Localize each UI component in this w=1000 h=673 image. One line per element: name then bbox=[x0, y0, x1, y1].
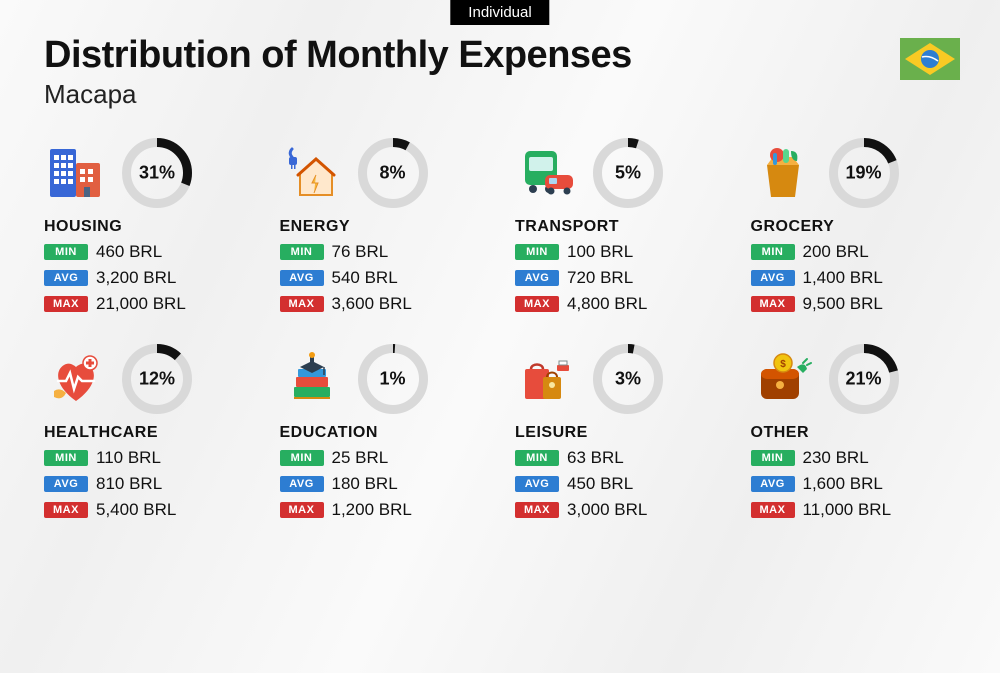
tag-avg: AVG bbox=[280, 270, 324, 286]
transport-avg: 720 BRL bbox=[567, 268, 633, 288]
education-name: EDUCATION bbox=[280, 424, 486, 442]
card-grocery: 19% GROCERY MIN 200 BRL AVG 1,400 BRL MA… bbox=[751, 138, 957, 314]
tag-max: MAX bbox=[515, 502, 559, 518]
tag-min: MIN bbox=[751, 450, 795, 466]
energy-name: ENERGY bbox=[280, 218, 486, 236]
tag-max: MAX bbox=[515, 296, 559, 312]
tag-avg: AVG bbox=[515, 270, 559, 286]
card-other: $ 21% OTHER MIN 230 BRL AVG 1,600 BRL MA… bbox=[751, 344, 957, 520]
housing-max: 21,000 BRL bbox=[96, 294, 186, 314]
housing-min: 460 BRL bbox=[96, 242, 162, 262]
tag-min: MIN bbox=[751, 244, 795, 260]
card-housing: 31% HOUSING MIN 460 BRL AVG 3,200 BRL MA… bbox=[44, 138, 250, 314]
transport-max: 4,800 BRL bbox=[567, 294, 647, 314]
housing-percent: 31% bbox=[139, 163, 175, 184]
categories-grid: 31% HOUSING MIN 460 BRL AVG 3,200 BRL MA… bbox=[0, 110, 1000, 520]
other-name: OTHER bbox=[751, 424, 957, 442]
flag-brazil bbox=[900, 38, 960, 80]
housing-icon bbox=[44, 141, 108, 205]
page-subtitle: Macapa bbox=[44, 79, 956, 110]
grocery-icon bbox=[751, 141, 815, 205]
grocery-max: 9,500 BRL bbox=[803, 294, 883, 314]
svg-text:$: $ bbox=[780, 359, 786, 370]
transport-percent: 5% bbox=[615, 163, 641, 184]
education-avg: 180 BRL bbox=[332, 474, 398, 494]
tag-max: MAX bbox=[280, 502, 324, 518]
tag-min: MIN bbox=[44, 450, 88, 466]
healthcare-percent: 12% bbox=[139, 369, 175, 390]
education-ring: 1% bbox=[358, 344, 428, 414]
tag-max: MAX bbox=[280, 296, 324, 312]
card-transport: 5% TRANSPORT MIN 100 BRL AVG 720 BRL MAX… bbox=[515, 138, 721, 314]
grocery-min: 200 BRL bbox=[803, 242, 869, 262]
tag-min: MIN bbox=[515, 244, 559, 260]
energy-max: 3,600 BRL bbox=[332, 294, 412, 314]
leisure-percent: 3% bbox=[615, 369, 641, 390]
tag-max: MAX bbox=[44, 296, 88, 312]
grocery-percent: 19% bbox=[845, 163, 881, 184]
card-leisure: 3% LEISURE MIN 63 BRL AVG 450 BRL MAX 3,… bbox=[515, 344, 721, 520]
tag-max: MAX bbox=[751, 296, 795, 312]
energy-avg: 540 BRL bbox=[332, 268, 398, 288]
tag-avg: AVG bbox=[751, 476, 795, 492]
card-healthcare: 12% HEALTHCARE MIN 110 BRL AVG 810 BRL M… bbox=[44, 344, 250, 520]
education-icon bbox=[280, 347, 344, 411]
card-education: 1% EDUCATION MIN 25 BRL AVG 180 BRL MAX … bbox=[280, 344, 486, 520]
transport-min: 100 BRL bbox=[567, 242, 633, 262]
healthcare-avg: 810 BRL bbox=[96, 474, 162, 494]
tag-avg: AVG bbox=[751, 270, 795, 286]
education-max: 1,200 BRL bbox=[332, 500, 412, 520]
housing-avg: 3,200 BRL bbox=[96, 268, 176, 288]
tag-min: MIN bbox=[515, 450, 559, 466]
transport-ring: 5% bbox=[593, 138, 663, 208]
education-min: 25 BRL bbox=[332, 448, 389, 468]
leisure-icon bbox=[515, 347, 579, 411]
energy-percent: 8% bbox=[379, 163, 405, 184]
tag-min: MIN bbox=[280, 450, 324, 466]
transport-icon bbox=[515, 141, 579, 205]
other-avg: 1,600 BRL bbox=[803, 474, 883, 494]
tag-min: MIN bbox=[44, 244, 88, 260]
other-icon: $ bbox=[751, 347, 815, 411]
tag-avg: AVG bbox=[515, 476, 559, 492]
education-percent: 1% bbox=[379, 369, 405, 390]
leisure-avg: 450 BRL bbox=[567, 474, 633, 494]
page-title: Distribution of Monthly Expenses bbox=[44, 34, 956, 77]
card-energy: 8% ENERGY MIN 76 BRL AVG 540 BRL MAX 3,6… bbox=[280, 138, 486, 314]
tag-avg: AVG bbox=[44, 476, 88, 492]
transport-name: TRANSPORT bbox=[515, 218, 721, 236]
other-percent: 21% bbox=[845, 369, 881, 390]
leisure-ring: 3% bbox=[593, 344, 663, 414]
tag-max: MAX bbox=[751, 502, 795, 518]
tag-avg: AVG bbox=[44, 270, 88, 286]
healthcare-name: HEALTHCARE bbox=[44, 424, 250, 442]
other-ring: 21% bbox=[829, 344, 899, 414]
badge-individual: Individual bbox=[450, 0, 549, 25]
grocery-name: GROCERY bbox=[751, 218, 957, 236]
other-max: 11,000 BRL bbox=[803, 500, 892, 520]
healthcare-icon bbox=[44, 347, 108, 411]
tag-min: MIN bbox=[280, 244, 324, 260]
housing-name: HOUSING bbox=[44, 218, 250, 236]
leisure-max: 3,000 BRL bbox=[567, 500, 647, 520]
grocery-ring: 19% bbox=[829, 138, 899, 208]
healthcare-ring: 12% bbox=[122, 344, 192, 414]
grocery-avg: 1,400 BRL bbox=[803, 268, 883, 288]
tag-max: MAX bbox=[44, 502, 88, 518]
other-min: 230 BRL bbox=[803, 448, 869, 468]
energy-ring: 8% bbox=[358, 138, 428, 208]
energy-min: 76 BRL bbox=[332, 242, 389, 262]
energy-icon bbox=[280, 141, 344, 205]
healthcare-min: 110 BRL bbox=[96, 448, 161, 468]
healthcare-max: 5,400 BRL bbox=[96, 500, 176, 520]
leisure-name: LEISURE bbox=[515, 424, 721, 442]
housing-ring: 31% bbox=[122, 138, 192, 208]
tag-avg: AVG bbox=[280, 476, 324, 492]
leisure-min: 63 BRL bbox=[567, 448, 624, 468]
